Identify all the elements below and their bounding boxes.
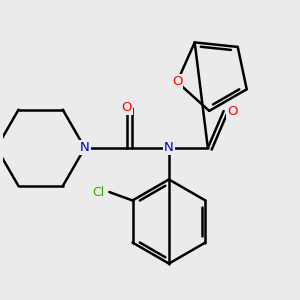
Text: O: O <box>172 75 182 88</box>
Text: O: O <box>227 105 237 118</box>
Text: Cl: Cl <box>93 186 105 199</box>
Text: N: N <box>80 141 90 154</box>
Text: N: N <box>164 141 174 154</box>
Text: O: O <box>122 101 132 114</box>
